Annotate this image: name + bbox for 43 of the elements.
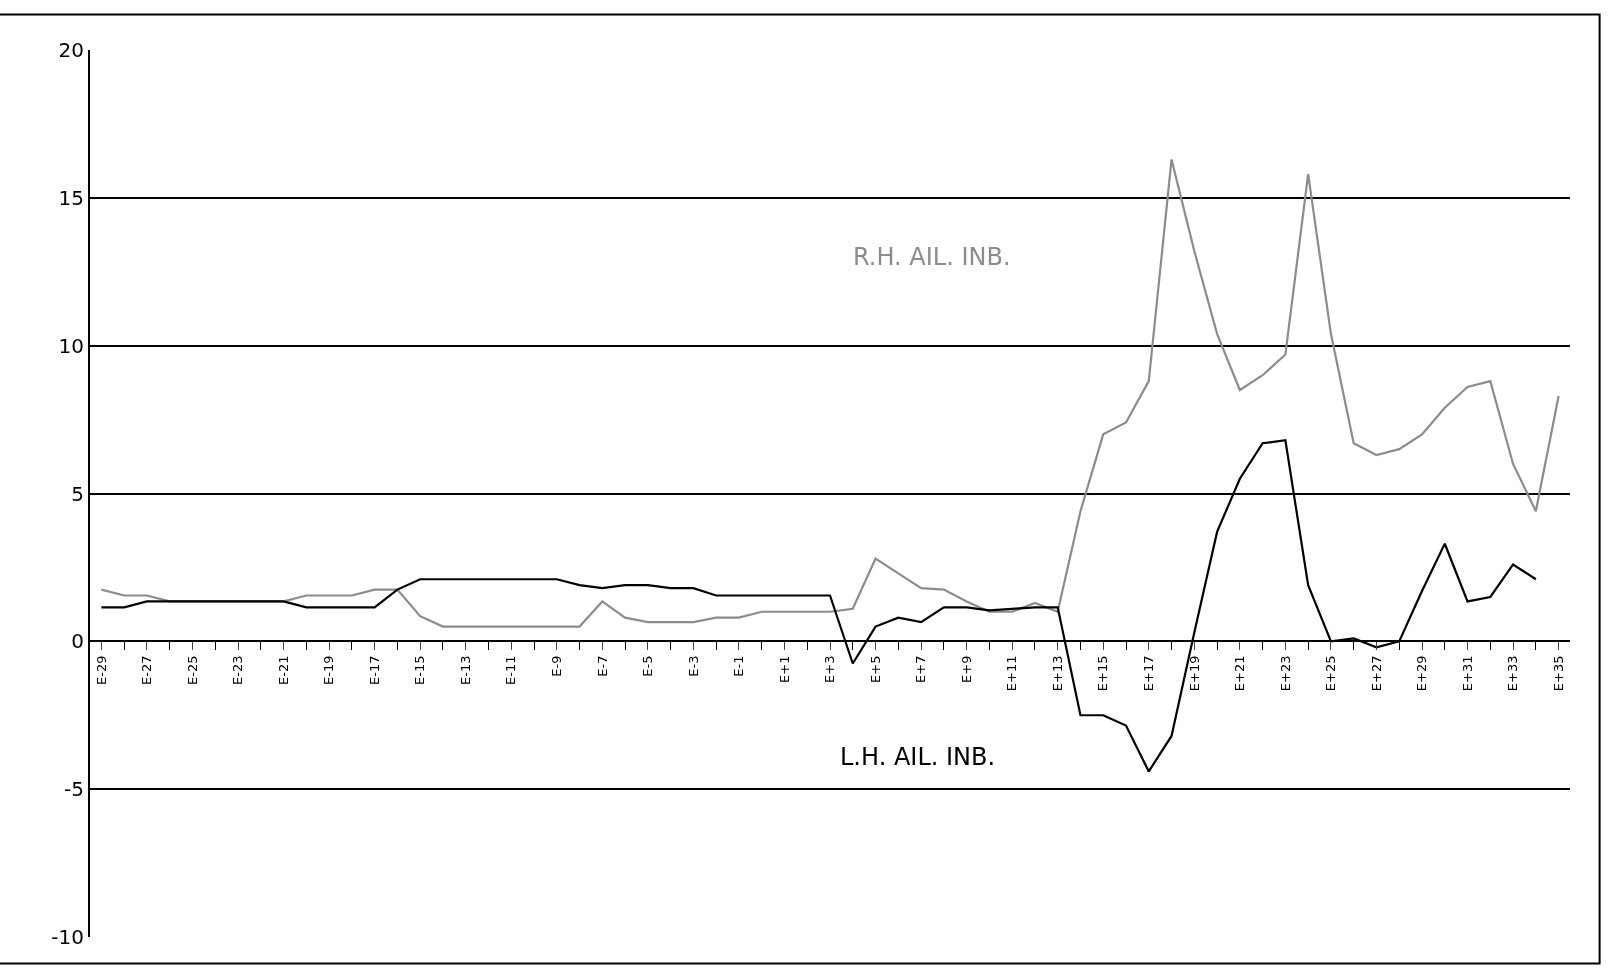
x-tick-label: E-3 [685,655,701,677]
x-tick-label: E-13 [457,655,473,685]
text: L.H. AIL. INB. [840,743,996,771]
x-tick-label: E-25 [184,655,200,685]
x-tick-label: E+31 [1459,655,1475,692]
x-tick-label: E+17 [1140,655,1156,692]
text: R.H. AIL. INB. [853,243,1011,271]
x-tick-label: E+11 [1004,655,1020,692]
x-tick-label: E+9 [958,655,974,683]
x-tick-label: E+21 [1232,655,1248,692]
y-tick-label: -10 [51,925,84,949]
x-tick-label: E-23 [230,655,246,685]
x-tick-label: E-7 [594,655,610,677]
x-tick-label: E-1 [731,655,747,677]
x-tick-label: E-9 [548,655,564,677]
y-tick-label: 0 [71,629,84,654]
x-tick-label: E-27 [139,655,155,685]
y-tick-label: 5 [71,481,84,506]
x-tick-label: E-15 [412,655,428,685]
x-tick-label: E-29 [93,655,109,685]
x-tick-label: E+27 [1368,655,1384,692]
y-tick-label: 20 [58,38,84,62]
x-tick-label: E+33 [1505,655,1521,692]
line-series [100,158,1560,628]
x-tick-label: E+35 [1550,655,1566,692]
x-tick-label: E-19 [321,655,337,685]
x-tick-label: E+3 [822,655,838,683]
y-tick-label: 10 [58,333,84,358]
x-tick-label: E+7 [913,655,929,683]
x-tick-label: E-17 [366,655,382,685]
y-tick-label: -5 [64,777,84,802]
x-tick-label: E+15 [1095,655,1111,692]
x-tick-label: E+19 [1186,655,1202,692]
x-tick-label: E+5 [867,655,883,683]
x-tick-label: E+13 [1049,655,1065,692]
x-tick-label: E-11 [503,655,519,685]
x-tick-label: E-21 [275,655,291,685]
x-tick-label: E+1 [776,655,792,683]
x-tick-label: E+25 [1323,655,1339,692]
x-tick-label: E+29 [1414,655,1430,692]
x-tick-label: E-5 [640,655,656,677]
x-tick-label: E+23 [1277,655,1293,692]
y-tick-label: 15 [58,185,84,210]
